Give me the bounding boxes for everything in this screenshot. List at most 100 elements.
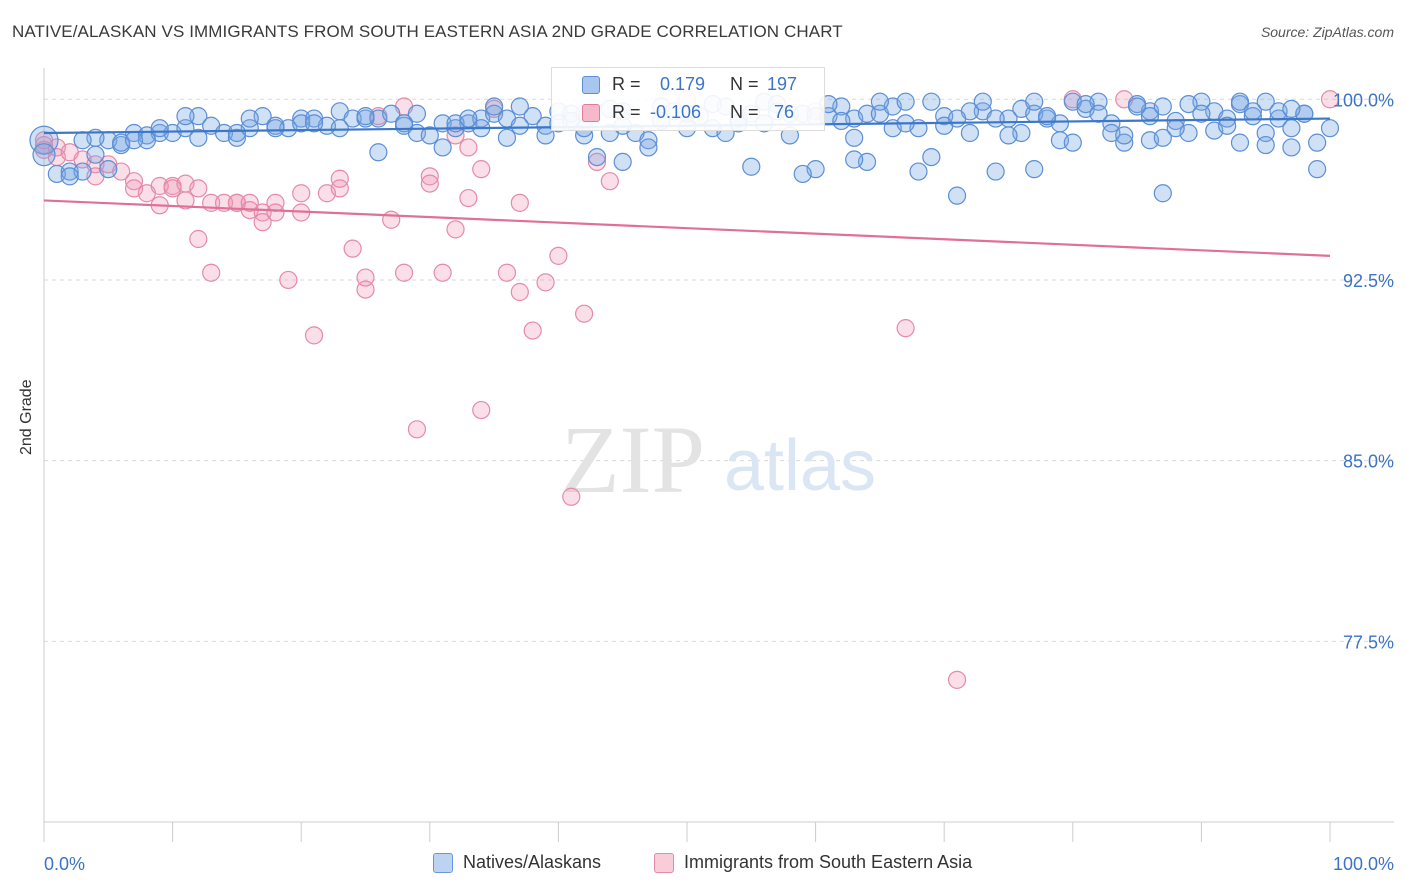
point-natives bbox=[1308, 133, 1327, 152]
point-natives bbox=[1115, 133, 1134, 152]
point-immigrants bbox=[407, 420, 427, 439]
point-immigrants bbox=[304, 326, 324, 345]
point-natives bbox=[1282, 99, 1301, 119]
point-natives bbox=[240, 109, 259, 128]
point-immigrants bbox=[292, 184, 311, 203]
point-natives bbox=[639, 138, 658, 157]
legend-label: Immigrants from South Eastern Asia bbox=[684, 852, 973, 872]
point-natives bbox=[433, 138, 452, 157]
stats-n-label: N = bbox=[730, 102, 759, 122]
point-immigrants bbox=[266, 203, 285, 222]
point-natives bbox=[742, 157, 761, 176]
point-natives bbox=[304, 114, 324, 133]
point-natives bbox=[986, 109, 1005, 128]
point-natives bbox=[1153, 97, 1172, 116]
point-immigrants bbox=[587, 152, 607, 172]
point-natives bbox=[1153, 128, 1172, 147]
point-natives bbox=[497, 128, 517, 147]
point-immigrants bbox=[472, 160, 491, 179]
point-natives bbox=[420, 126, 439, 145]
point-immigrants bbox=[356, 268, 375, 287]
point-immigrants bbox=[510, 193, 529, 212]
point-immigrants bbox=[549, 246, 568, 265]
point-immigrants bbox=[600, 172, 619, 191]
point-natives bbox=[587, 147, 607, 167]
point-natives bbox=[1230, 133, 1250, 152]
stats-r-value: 0.179 bbox=[660, 74, 706, 94]
point-immigrants bbox=[382, 210, 401, 229]
legend-item-natives[interactable]: Natives/Alaskans bbox=[433, 852, 601, 873]
point-immigrants bbox=[562, 487, 581, 506]
point-natives bbox=[189, 128, 208, 147]
point-immigrants bbox=[536, 273, 555, 292]
point-natives bbox=[1218, 116, 1237, 135]
trend-line bbox=[43, 199, 1331, 257]
point-immigrants bbox=[420, 174, 439, 193]
point-immigrants bbox=[189, 179, 208, 198]
point-natives bbox=[1025, 160, 1044, 179]
stats-n-value: 197 bbox=[767, 74, 798, 94]
point-natives bbox=[1192, 104, 1211, 123]
point-immigrants bbox=[330, 179, 349, 198]
point-immigrants bbox=[394, 263, 414, 282]
point-natives bbox=[1089, 104, 1108, 123]
point-natives bbox=[1308, 160, 1327, 179]
gridlines bbox=[44, 98, 1394, 642]
point-natives bbox=[32, 143, 56, 167]
point-natives bbox=[485, 97, 504, 116]
point-natives bbox=[1153, 184, 1172, 203]
legend-swatch-pink bbox=[654, 852, 674, 873]
point-immigrants bbox=[510, 282, 529, 302]
point-natives bbox=[1256, 92, 1275, 111]
point-natives bbox=[1256, 135, 1275, 155]
point-natives bbox=[1076, 94, 1095, 114]
point-natives bbox=[1063, 133, 1082, 152]
point-natives bbox=[1230, 92, 1250, 111]
point-natives bbox=[947, 109, 967, 128]
point-natives bbox=[227, 123, 246, 143]
point-natives bbox=[189, 107, 208, 126]
point-natives bbox=[1102, 114, 1121, 133]
source-note: Source: ZipAtlas.com bbox=[1260, 24, 1394, 40]
point-natives bbox=[1127, 97, 1147, 116]
y-axis-title: 2nd Grade bbox=[18, 379, 35, 455]
point-immigrants bbox=[253, 213, 272, 232]
point-natives bbox=[1282, 138, 1301, 157]
point-natives bbox=[60, 162, 79, 181]
point-natives bbox=[73, 131, 92, 150]
point-immigrants bbox=[459, 188, 478, 208]
stats-row-pink: R = -0.106 N = 76 bbox=[552, 102, 824, 128]
point-natives bbox=[1115, 126, 1134, 145]
point-natives bbox=[973, 92, 992, 111]
stats-r-label: R = bbox=[612, 102, 641, 122]
point-natives bbox=[1320, 119, 1340, 138]
point-natives bbox=[394, 114, 414, 133]
point-immigrants bbox=[189, 229, 208, 249]
point-natives bbox=[266, 119, 285, 138]
point-immigrants bbox=[459, 138, 478, 157]
point-immigrants bbox=[124, 172, 144, 191]
point-natives bbox=[870, 92, 890, 111]
point-natives bbox=[922, 147, 941, 167]
watermark: ZIP atlas bbox=[561, 406, 876, 513]
point-natives bbox=[986, 162, 1005, 181]
stats-swatch-blue bbox=[582, 76, 600, 94]
point-natives bbox=[896, 92, 915, 111]
chart-title: NATIVE/ALASKAN VS IMMIGRANTS FROM SOUTH … bbox=[12, 22, 843, 41]
point-natives bbox=[176, 107, 195, 126]
point-natives bbox=[922, 92, 941, 111]
point-immigrants bbox=[947, 670, 967, 689]
legend-item-immigrants[interactable]: Immigrants from South Eastern Asia bbox=[654, 852, 972, 873]
point-natives bbox=[1282, 119, 1301, 138]
point-immigrants bbox=[240, 193, 259, 212]
point-natives bbox=[960, 123, 980, 143]
point-immigrants bbox=[253, 203, 272, 222]
point-natives bbox=[523, 107, 542, 126]
point-immigrants bbox=[497, 263, 517, 282]
point-natives bbox=[330, 119, 349, 138]
y-tick-label: 92.5% bbox=[1343, 271, 1394, 291]
axes bbox=[43, 68, 1394, 842]
stats-r-value: -0.106 bbox=[650, 102, 702, 122]
point-natives bbox=[639, 131, 658, 150]
